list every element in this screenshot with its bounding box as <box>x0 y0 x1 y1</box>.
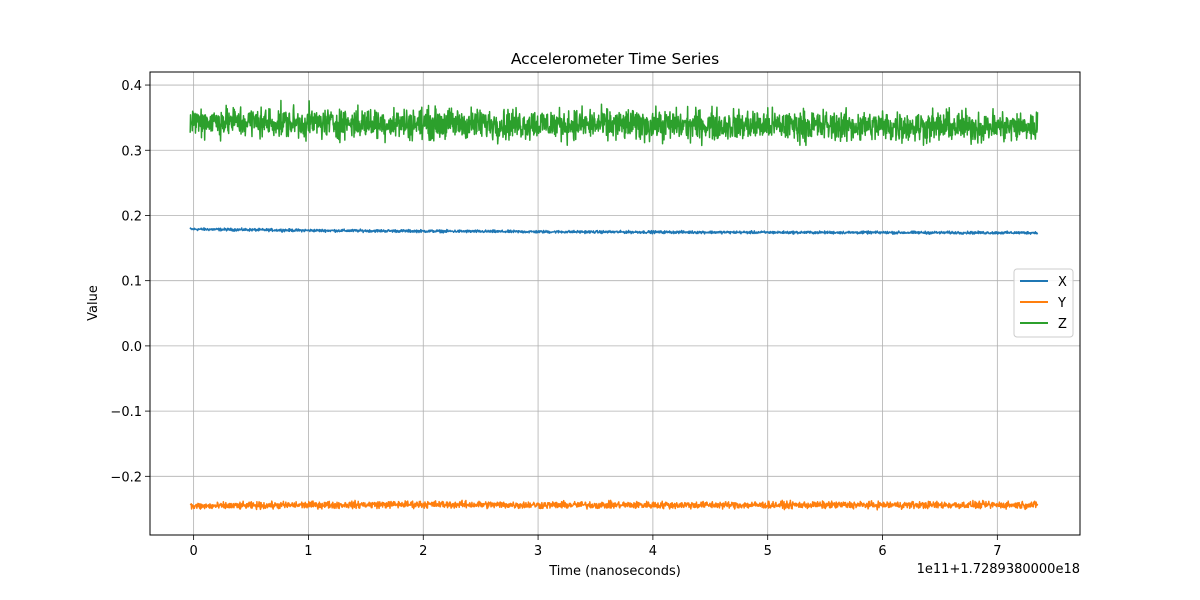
series-lines <box>189 99 1039 511</box>
legend: X Y Z <box>1013 268 1074 338</box>
x-axis-offset-label: 1e11+1.7289380000e18 <box>917 562 1080 577</box>
x-tick-label: 0 <box>189 544 197 559</box>
legend-label-y: Y <box>1057 296 1066 311</box>
plot-frame <box>149 71 1081 536</box>
axis-ticks: 0 1 2 3 4 5 6 7 −0.2 −0.1 0.0 0.1 0.2 0.3 0.4 <box>110 79 1001 559</box>
legend-label-x: X <box>1058 275 1067 290</box>
grid-lines <box>150 72 1080 535</box>
legend-label-z: Z <box>1058 317 1067 332</box>
series-line-x <box>189 227 1039 236</box>
x-tick-label: 1 <box>304 544 312 559</box>
x-tick-label: 3 <box>534 544 542 559</box>
x-tick-label: 7 <box>993 544 1001 559</box>
x-tick-label: 5 <box>764 544 772 559</box>
series-line-z <box>189 99 1039 147</box>
y-tick-label: 0.3 <box>121 144 142 159</box>
x-tick-label: 6 <box>878 544 886 559</box>
x-tick-label: 4 <box>649 544 657 559</box>
x-tick-label: 2 <box>419 544 427 559</box>
y-tick-label: 0.4 <box>121 79 142 94</box>
y-tick-label: −0.1 <box>110 405 142 420</box>
chart-title: Accelerometer Time Series <box>511 50 719 68</box>
series-line-y <box>189 499 1039 511</box>
y-tick-label: 0.0 <box>121 340 142 355</box>
y-tick-label: 0.2 <box>121 209 142 224</box>
y-tick-label: 0.1 <box>121 275 142 290</box>
y-tick-label: −0.2 <box>110 470 142 485</box>
x-axis-label: Time (nanoseconds) <box>548 564 681 579</box>
y-axis-label: Value <box>86 285 101 321</box>
